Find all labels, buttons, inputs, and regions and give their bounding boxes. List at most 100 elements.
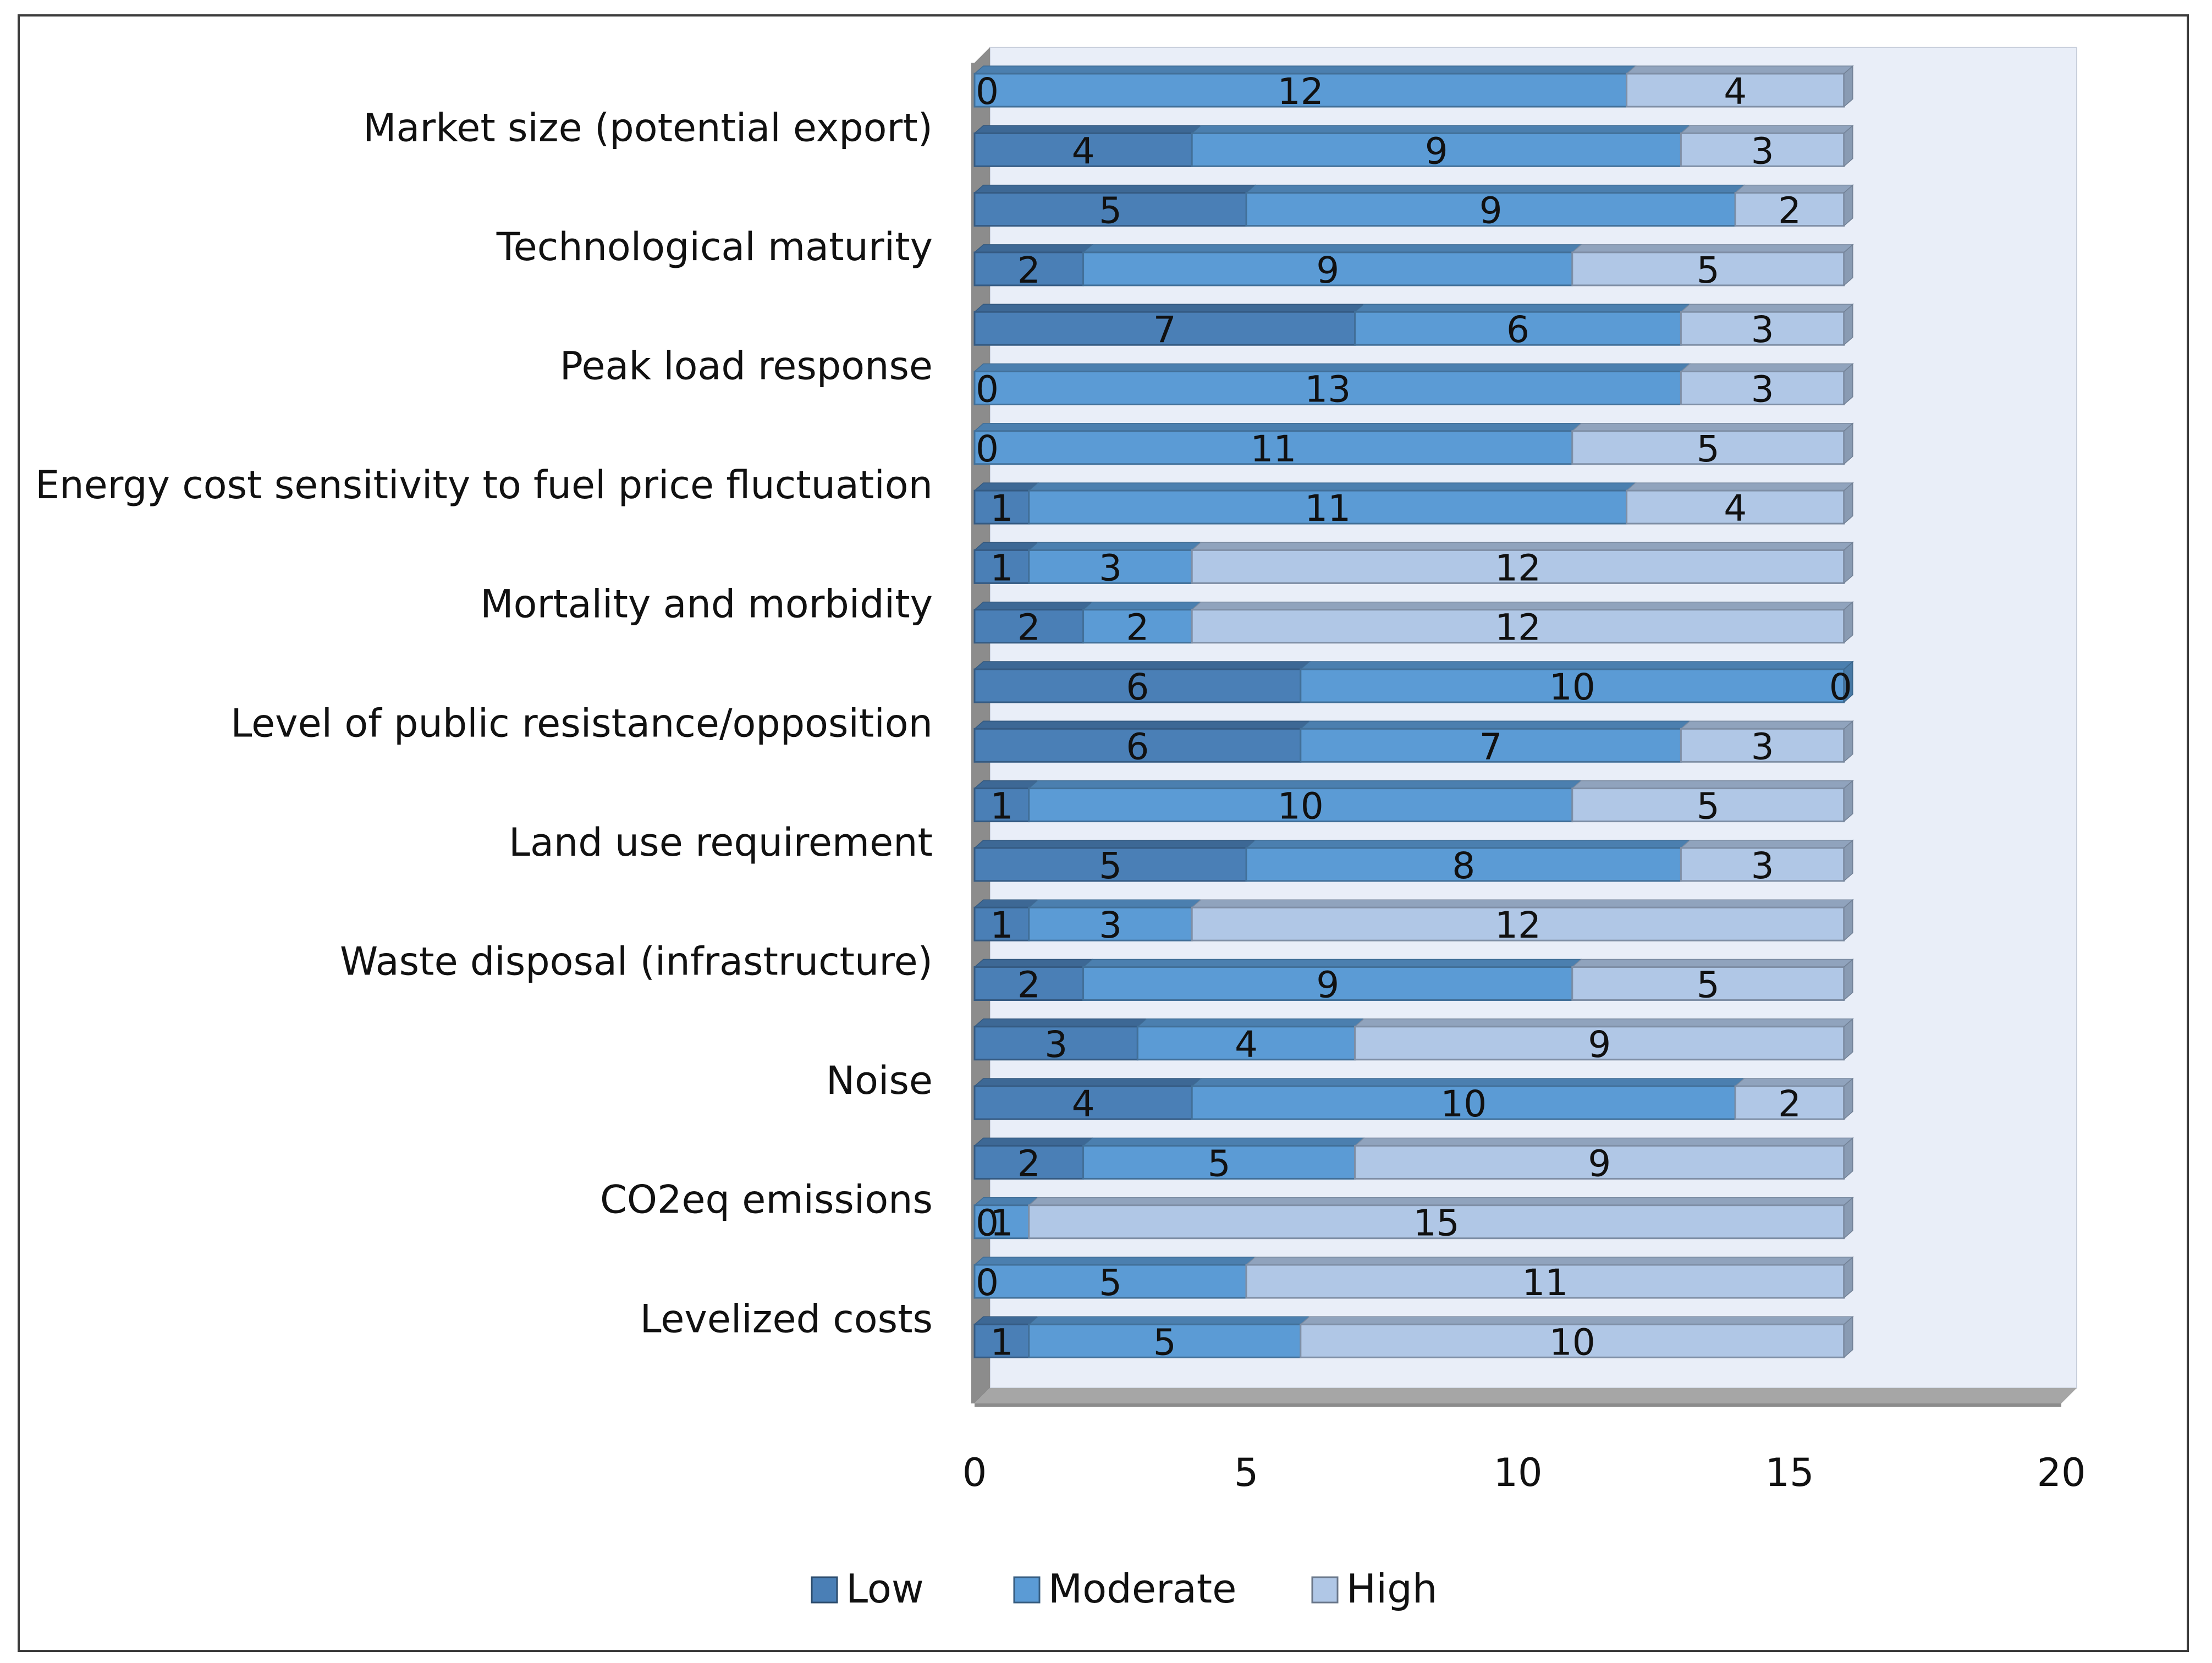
data-label-moderate: 5 xyxy=(1153,1321,1176,1363)
bar-low xyxy=(973,609,1085,644)
data-label-high: 3 xyxy=(1751,725,1774,768)
bar-end-cap xyxy=(1844,958,1853,1001)
bar-high xyxy=(1191,609,1845,644)
data-label-low: 1 xyxy=(990,1321,1013,1363)
data-label-high: 0 xyxy=(1829,666,1852,708)
bar-moderate xyxy=(1028,549,1193,584)
data-label-moderate: 10 xyxy=(1549,666,1595,708)
data-label-moderate: 4 xyxy=(1235,1023,1258,1066)
data-label-low: 4 xyxy=(1072,130,1095,172)
data-label-low: 2 xyxy=(1017,1142,1041,1185)
bar-end-cap xyxy=(1844,720,1853,763)
bar-end-cap xyxy=(1844,482,1853,525)
bar-end-cap xyxy=(1844,1137,1853,1180)
x-tick-label: 10 xyxy=(1493,1450,1542,1495)
data-label-low: 0 xyxy=(976,1202,999,1245)
bar-high xyxy=(1734,192,1845,227)
bar-low xyxy=(973,489,1030,525)
data-label-high: 15 xyxy=(1413,1202,1460,1245)
data-label-low: 2 xyxy=(1017,964,1041,1006)
bar-end-cap xyxy=(1844,422,1853,465)
data-label-moderate: 5 xyxy=(1208,1142,1231,1185)
category-label: CO2eq emissions xyxy=(600,1177,933,1223)
bar-moderate xyxy=(1191,132,1682,167)
data-label-low: 5 xyxy=(1099,190,1122,232)
data-label-high: 2 xyxy=(1778,1083,1801,1125)
bar-moderate xyxy=(973,371,1682,405)
bar-end-cap xyxy=(1844,303,1853,346)
bar-high xyxy=(1571,430,1845,465)
data-label-moderate: 11 xyxy=(1305,487,1351,530)
bar-moderate xyxy=(1245,192,1736,227)
category-label: Land use requirement xyxy=(509,820,933,865)
data-label-high: 3 xyxy=(1751,845,1774,887)
data-label-high: 9 xyxy=(1588,1142,1611,1185)
legend-label: Low xyxy=(846,1566,924,1612)
bar-high xyxy=(1680,311,1845,346)
floor xyxy=(975,1388,2077,1403)
bar-end-cap xyxy=(1844,899,1853,941)
legend-label: Moderate xyxy=(1048,1566,1236,1612)
category-label: Noise xyxy=(826,1058,933,1103)
bar-high xyxy=(1571,788,1845,823)
bar-low xyxy=(973,847,1247,882)
bar-end-cap xyxy=(1844,1018,1853,1061)
x-tick-label: 5 xyxy=(1234,1450,1259,1495)
bar-low xyxy=(973,906,1030,941)
data-label-high: 4 xyxy=(1724,70,1747,113)
bar-end-cap xyxy=(1844,601,1853,644)
bar-end-cap xyxy=(1844,362,1853,406)
category-label: Energy cost sensitivity to fuel price fl… xyxy=(35,462,933,508)
bar-high xyxy=(1571,251,1845,287)
bar-low xyxy=(973,1144,1085,1180)
bar-end-cap xyxy=(1844,65,1853,108)
data-label-moderate: 6 xyxy=(1506,309,1529,351)
bar-moderate xyxy=(1028,906,1193,941)
data-label-high: 3 xyxy=(1751,130,1774,172)
chart-frame: 1 5 10 Levelized costs 0 5 11 0 1 15 CO2eq emissio… xyxy=(18,14,2189,1652)
data-label-moderate: 5 xyxy=(1099,1262,1122,1304)
data-label-moderate: 7 xyxy=(1479,725,1503,768)
bar-low xyxy=(973,192,1247,227)
bar-end-cap xyxy=(1844,1256,1853,1299)
data-label-high: 12 xyxy=(1495,547,1541,589)
legend-item-moderate: Moderate xyxy=(1013,1566,1236,1612)
data-label-moderate: 12 xyxy=(1278,70,1324,113)
data-label-low: 1 xyxy=(990,487,1013,530)
bar-end-cap xyxy=(1844,184,1853,227)
y-axis-line xyxy=(971,63,975,1403)
bar-moderate xyxy=(1082,966,1573,1001)
bar-end-cap xyxy=(1844,779,1853,823)
data-label-low: 2 xyxy=(1017,249,1041,291)
bar-low xyxy=(973,966,1085,1001)
data-label-high: 4 xyxy=(1724,487,1747,530)
bar-moderate xyxy=(1028,489,1628,525)
data-label-low: 0 xyxy=(976,368,999,411)
category-label: Waste disposal (infrastructure) xyxy=(340,939,933,984)
category-label: Peak load response xyxy=(560,344,933,389)
data-label-moderate: 9 xyxy=(1479,190,1503,232)
bar-moderate xyxy=(1300,728,1682,763)
category-label: Market size (potential export) xyxy=(363,105,933,150)
data-label-low: 0 xyxy=(976,1262,999,1304)
data-label-moderate: 11 xyxy=(1250,428,1296,470)
category-label: Level of public resistance/opposition xyxy=(230,701,933,746)
data-label-high: 5 xyxy=(1697,249,1720,291)
bar-high xyxy=(1680,132,1845,167)
bar-end-cap xyxy=(1844,124,1853,167)
data-label-moderate: 10 xyxy=(1278,785,1324,828)
bar-end-cap xyxy=(1844,660,1853,703)
data-label-low: 1 xyxy=(990,904,1013,946)
legend-item-high: High xyxy=(1311,1566,1437,1612)
data-label-moderate: 3 xyxy=(1099,547,1122,589)
bar-end-cap xyxy=(1844,541,1853,585)
data-label-high: 9 xyxy=(1588,1023,1611,1066)
data-label-moderate: 8 xyxy=(1452,845,1475,887)
category-label: Technological maturity xyxy=(496,224,933,269)
bar-high xyxy=(1354,1144,1845,1180)
bar-high xyxy=(1571,966,1845,1001)
data-label-moderate: 1 xyxy=(990,1202,1013,1245)
data-label-moderate: 9 xyxy=(1316,964,1339,1006)
data-label-high: 11 xyxy=(1522,1262,1568,1304)
bar-end-cap xyxy=(1844,1315,1853,1358)
